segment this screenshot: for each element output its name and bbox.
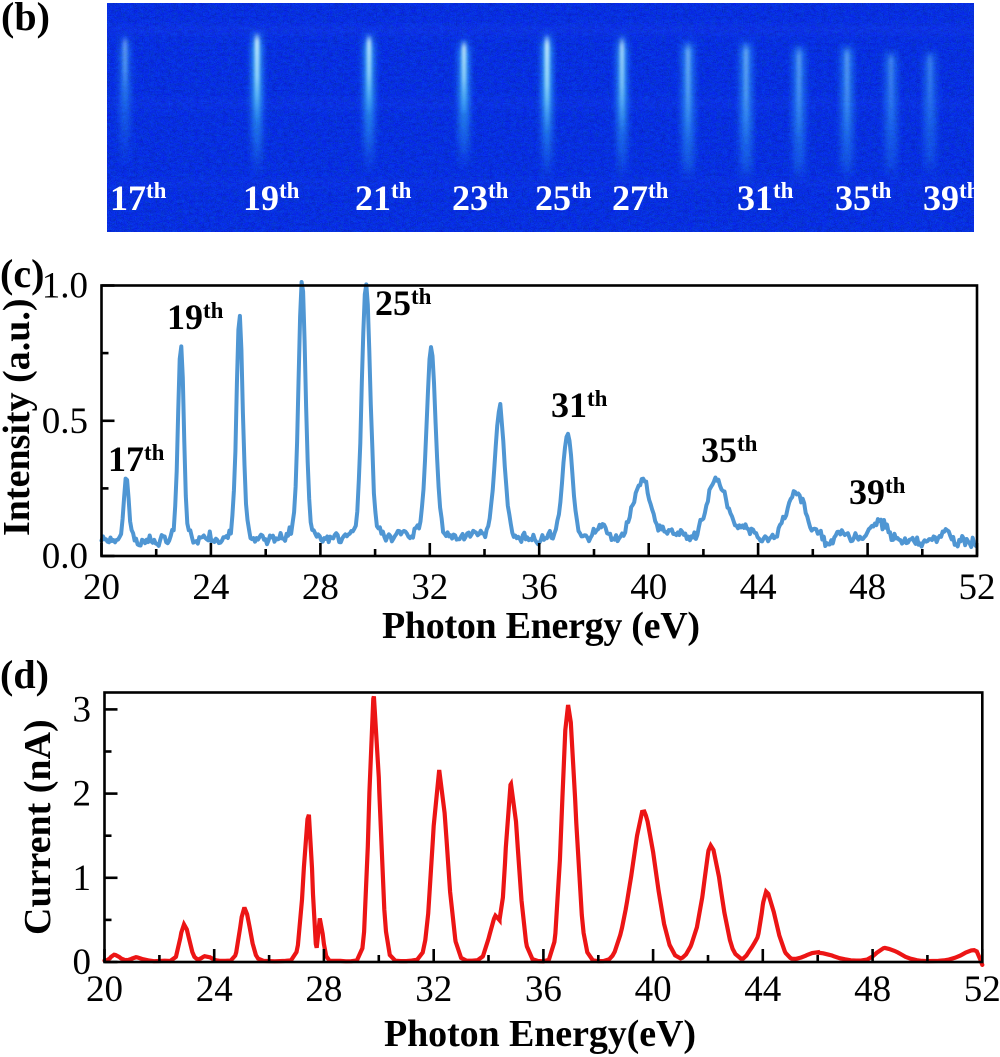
svg-text:25th: 25th [375,283,432,323]
svg-text:Photon Energy (eV): Photon Energy (eV) [382,605,700,647]
svg-text:(b): (b) [1,0,50,39]
svg-text:Photon Energy(eV): Photon Energy(eV) [384,1013,696,1055]
svg-text:44: 44 [740,567,777,608]
svg-text:40: 40 [630,567,667,608]
svg-text:39th: 39th [849,472,906,512]
svg-text:0: 0 [73,942,92,983]
svg-text:0.0: 0.0 [42,536,88,577]
svg-text:48: 48 [854,969,891,1010]
svg-text:17th: 17th [108,439,165,479]
svg-text:24: 24 [192,567,229,608]
svg-text:31th: 31th [551,385,608,425]
svg-text:(d): (d) [0,652,49,697]
svg-text:20: 20 [86,969,123,1010]
svg-text:52: 52 [964,969,1000,1010]
svg-text:23th: 23th [452,178,509,218]
svg-text:19th: 19th [167,297,224,337]
svg-text:0.5: 0.5 [42,401,88,442]
svg-text:48: 48 [849,567,886,608]
svg-text:28: 28 [302,567,339,608]
svg-text:36: 36 [521,567,558,608]
svg-text:Intensity (a.u.): Intensity (a.u.) [0,298,38,536]
svg-text:2: 2 [73,774,92,815]
svg-text:1.0: 1.0 [42,266,88,307]
svg-text:19th: 19th [243,178,300,218]
svg-text:28: 28 [305,969,342,1010]
svg-text:20: 20 [83,567,120,608]
svg-text:Current (nA): Current (nA) [17,719,59,935]
svg-text:24: 24 [196,969,233,1010]
svg-text:36: 36 [525,969,562,1010]
svg-text:35th: 35th [701,430,758,470]
svg-text:52: 52 [959,567,996,608]
svg-text:32: 32 [415,969,452,1010]
svg-text:44: 44 [744,969,781,1010]
svg-text:40: 40 [635,969,672,1010]
svg-text:1: 1 [73,858,92,899]
svg-text:3: 3 [73,689,92,730]
svg-text:32: 32 [411,567,448,608]
svg-text:(c): (c) [0,251,44,296]
